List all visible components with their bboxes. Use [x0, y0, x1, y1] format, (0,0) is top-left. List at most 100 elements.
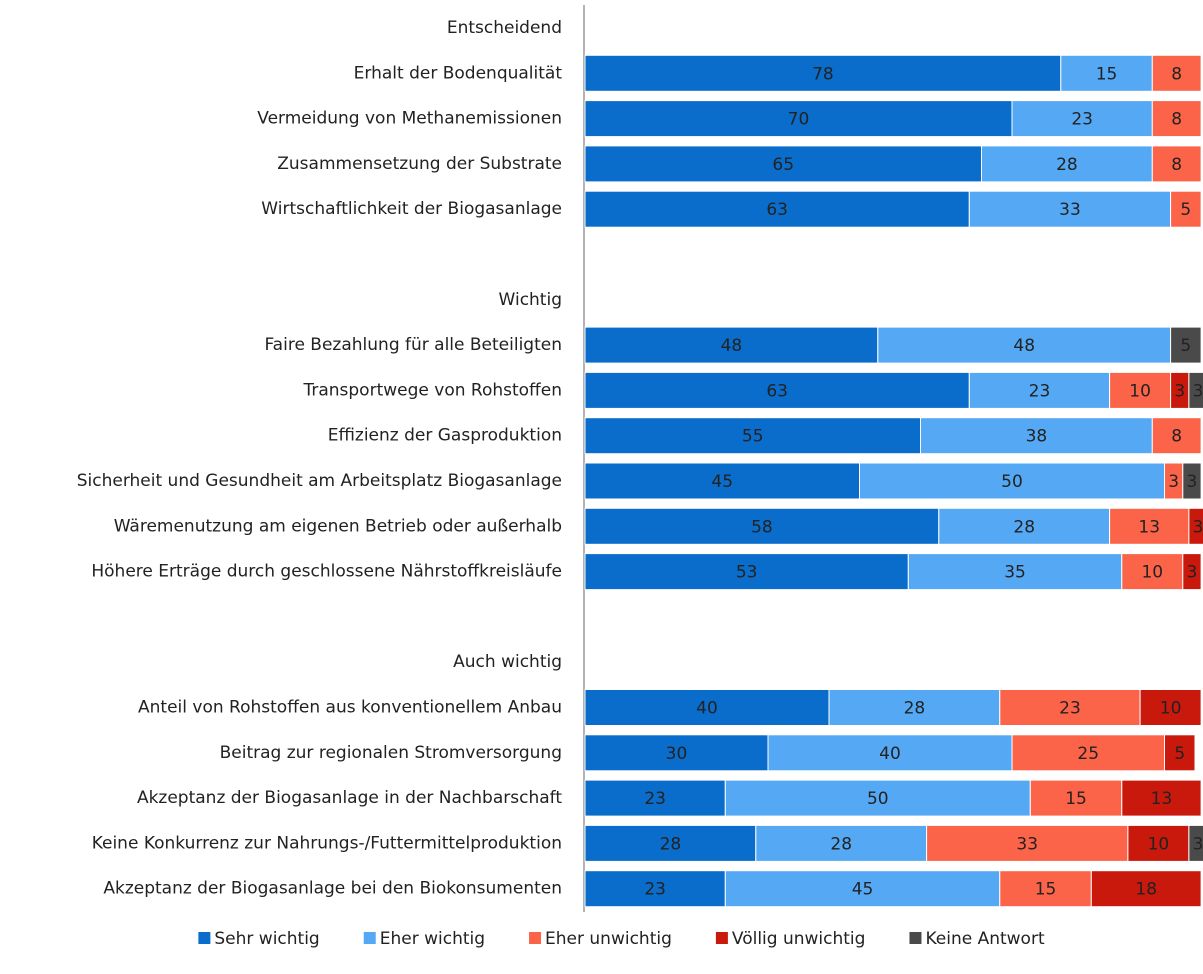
legend-swatch [715, 932, 728, 944]
value-label: 50 [1001, 472, 1023, 492]
bar-segment [1109, 371, 1172, 409]
value-label: 28 [1013, 517, 1035, 537]
legend-label: Eher unwichtig [545, 929, 672, 949]
bar-segment [584, 462, 860, 500]
bar-segment [584, 734, 769, 772]
value-label: 33 [1059, 200, 1081, 220]
bar-segment [584, 507, 940, 545]
category-label: Zusammensetzung der Substrate [277, 154, 562, 174]
value-label: 40 [696, 699, 718, 719]
bar-segment [1151, 145, 1202, 183]
bar-segment [938, 507, 1111, 545]
value-label: 15 [1035, 880, 1057, 900]
value-label: 55 [742, 427, 764, 447]
legend: Sehr wichtig Eher wichtig Eher unwichtig Vö… [198, 929, 1045, 949]
bar-segment [584, 190, 970, 228]
value-label: 8 [1171, 427, 1182, 447]
bar-segment [1164, 734, 1196, 772]
category-label: Beitrag zur regionalen Stromversorgung [220, 743, 562, 763]
value-label: 3 [1193, 834, 1203, 854]
value-label: 78 [812, 64, 834, 84]
value-label: 3 [1193, 517, 1203, 537]
value-label: 70 [788, 110, 810, 130]
value-label: 5 [1174, 744, 1185, 764]
bar-segment [1182, 462, 1202, 500]
value-label: 23 [644, 880, 666, 900]
value-label: 28 [660, 834, 682, 854]
value-label: 3 [1168, 472, 1179, 492]
value-label: 3 [1193, 381, 1203, 401]
legend-swatch [363, 932, 376, 944]
bar-segment [1121, 779, 1202, 817]
value-label: 5 [1180, 200, 1191, 220]
value-label: 25 [1077, 744, 1099, 764]
bar-segment [968, 371, 1111, 409]
bar-segment [877, 326, 1172, 364]
legend-swatch [529, 932, 542, 944]
bar-segment [755, 824, 928, 862]
value-label: 10 [1148, 834, 1170, 854]
value-label: 48 [1013, 336, 1035, 356]
value-label: 35 [1004, 563, 1026, 583]
value-label: 10 [1129, 381, 1151, 401]
legend-swatch [198, 932, 211, 944]
value-label: 45 [852, 880, 874, 900]
value-label: 23 [1029, 381, 1051, 401]
value-label: 45 [711, 472, 733, 492]
legend-label: Sehr wichtig [214, 929, 319, 949]
legend-label: Keine Antwort [925, 929, 1044, 949]
value-label: 63 [766, 381, 788, 401]
bar-segment [999, 689, 1141, 726]
value-label: 58 [751, 517, 773, 537]
value-label: 3 [1187, 563, 1198, 583]
bar-segment [724, 870, 1001, 908]
bar-segment [1170, 326, 1202, 364]
category-label: Entscheidend [447, 18, 562, 38]
value-label: 10 [1141, 563, 1163, 583]
category-label: Faire Bezahlung für alle Beteiligten [264, 335, 562, 355]
bar-segment [1109, 507, 1190, 545]
value-label: 50 [867, 789, 889, 809]
value-label: 33 [1016, 834, 1038, 854]
bar-segment [859, 462, 1165, 500]
category-label: Wichtig [499, 290, 562, 310]
value-label: 3 [1174, 381, 1185, 401]
legend-swatch [909, 932, 922, 944]
value-label: 8 [1171, 64, 1182, 84]
bar-segment [1151, 417, 1202, 455]
category-label: Wirtschaftlichkeit der Biogasanlage [261, 199, 562, 219]
value-label: 8 [1171, 155, 1182, 175]
category-label: Effizienz der Gasproduktion [328, 426, 562, 446]
bar-segment [584, 326, 879, 364]
category-label: Erhalt der Bodenqualität [354, 63, 563, 83]
category-label: Auch wichtig [453, 652, 562, 672]
value-label: 15 [1065, 789, 1087, 809]
value-label: 13 [1151, 789, 1173, 809]
bar-segment [1188, 824, 1203, 862]
bar-segment [584, 371, 970, 409]
value-label: 48 [721, 336, 743, 356]
value-label: 28 [1056, 155, 1078, 175]
value-label: 8 [1171, 110, 1182, 130]
value-label: 38 [1026, 427, 1048, 447]
value-label: 18 [1135, 880, 1157, 900]
bar-segment [1182, 553, 1202, 591]
bar-segment [584, 417, 921, 455]
bar-segment [1127, 824, 1190, 862]
bar-segment [828, 689, 1001, 726]
value-label: 10 [1160, 699, 1182, 719]
bar-segment [1121, 553, 1184, 591]
value-label: 15 [1096, 64, 1118, 84]
bar-segment [999, 870, 1092, 908]
bar-segment [1011, 734, 1165, 772]
category-label: Wäremenutzung am eigenen Betrieb oder au… [114, 516, 562, 536]
value-label: 23 [1071, 110, 1093, 130]
bar-segment [1170, 190, 1202, 228]
bar-segment [920, 417, 1153, 455]
category-label: Höhere Erträge durch geschlossene Nährst… [91, 562, 562, 582]
category-label: Akzeptanz der Biogasanlage bei den Bioko… [103, 879, 562, 899]
category-label: Anteil von Rohstoffen aus konventionelle… [138, 698, 562, 718]
value-label: 65 [772, 155, 794, 175]
category-label: Vermeidung von Methanemissionen [257, 109, 562, 129]
